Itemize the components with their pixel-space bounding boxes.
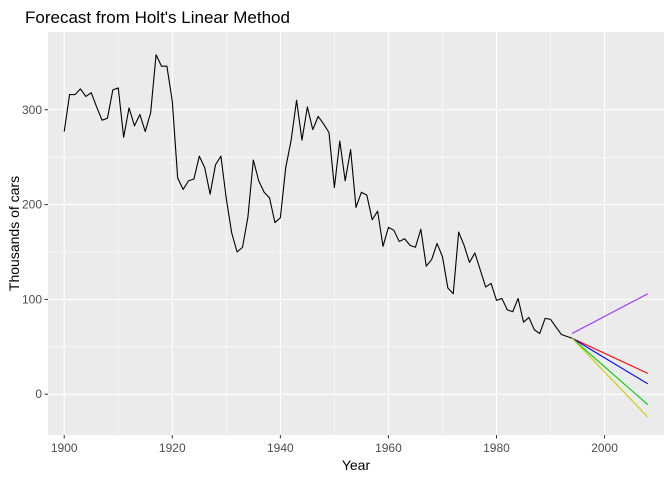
y-tick-label: 100: [22, 292, 42, 306]
forecast-yellow-line: [571, 337, 649, 418]
x-tick-label: 1900: [51, 441, 78, 455]
x-axis-title: Year: [342, 457, 371, 473]
observed-series-line: [63, 54, 573, 339]
x-tick-label: 1960: [375, 441, 402, 455]
forecast-blue-line: [571, 337, 649, 385]
series-layer: [63, 54, 649, 418]
x-tick-label: 1940: [267, 441, 294, 455]
plot-panel: [48, 32, 664, 435]
y-axis-title: Thousands of cars: [6, 176, 22, 291]
forecast-red-line: [571, 337, 649, 374]
y-tick-label: 200: [22, 198, 42, 212]
x-tick-label: 1980: [483, 441, 510, 455]
forecast-green-line: [571, 337, 649, 406]
y-tick-label: 0: [35, 387, 42, 401]
x-tick-label: 2000: [591, 441, 618, 455]
forecast-purple-line: [571, 293, 649, 335]
y-tick-label: 300: [22, 103, 42, 117]
y-axis-ticks: 0 100 200 300: [22, 103, 48, 401]
chart-title: Forecast from Holt's Linear Method: [25, 8, 290, 27]
x-axis-ticks: 1900 1920 1940 1960 1980 2000: [51, 435, 618, 455]
x-tick-label: 1920: [159, 441, 186, 455]
